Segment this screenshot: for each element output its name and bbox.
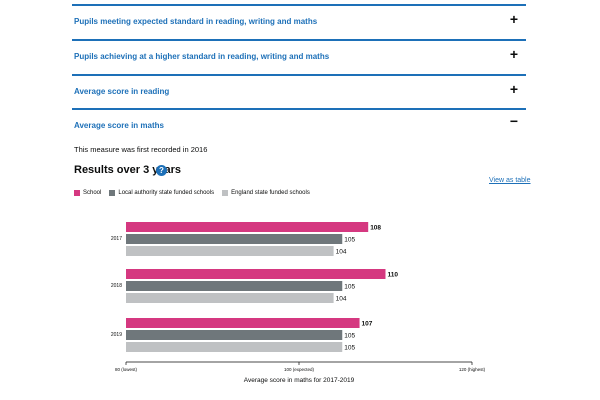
legend-label: School — [83, 190, 102, 196]
view-as-table-link[interactable]: View as table — [489, 177, 531, 184]
expand-icon[interactable]: + — [509, 46, 519, 62]
legend-swatch-local-authority — [109, 190, 116, 196]
legend-swatch-england — [222, 190, 229, 196]
legend-item-school: School — [74, 190, 101, 196]
help-question-icon[interactable]: ? — [156, 165, 167, 176]
chart-legend: School Local authority state funded scho… — [74, 190, 318, 196]
expand-icon[interactable]: + — [509, 11, 519, 27]
results-heading: Results over 3 years — [74, 164, 182, 176]
legend-item-england: England state funded schools — [222, 190, 310, 196]
legend-swatch-school — [74, 190, 80, 196]
accordion-label[interactable]: Pupils achieving at a higher standard in… — [74, 52, 330, 61]
measure-intro-text: This measure was first recorded in 2016 — [74, 145, 208, 154]
accordion-label[interactable]: Average score in maths — [74, 121, 164, 130]
accordion-higher-standard[interactable]: Pupils achieving at a higher standard in… — [72, 39, 526, 73]
accordion-expected-standard[interactable]: Pupils meeting expected standard in read… — [72, 4, 526, 38]
accordion-maths[interactable]: Average score in maths − — [72, 108, 526, 142]
legend-label: England state funded schools — [231, 190, 310, 196]
accordion-reading[interactable]: Average score in reading + — [72, 74, 526, 108]
accordion-label[interactable]: Pupils meeting expected standard in read… — [74, 17, 318, 26]
accordion-panel: Pupils meeting expected standard in read… — [72, 0, 531, 400]
accordion-label[interactable]: Average score in reading — [74, 87, 170, 96]
legend-label: Local authority state funded schools — [118, 190, 215, 196]
expand-icon[interactable]: + — [509, 81, 519, 97]
legend-item-local-authority: Local authority state funded schools — [109, 190, 214, 196]
collapse-icon[interactable]: − — [509, 113, 519, 129]
